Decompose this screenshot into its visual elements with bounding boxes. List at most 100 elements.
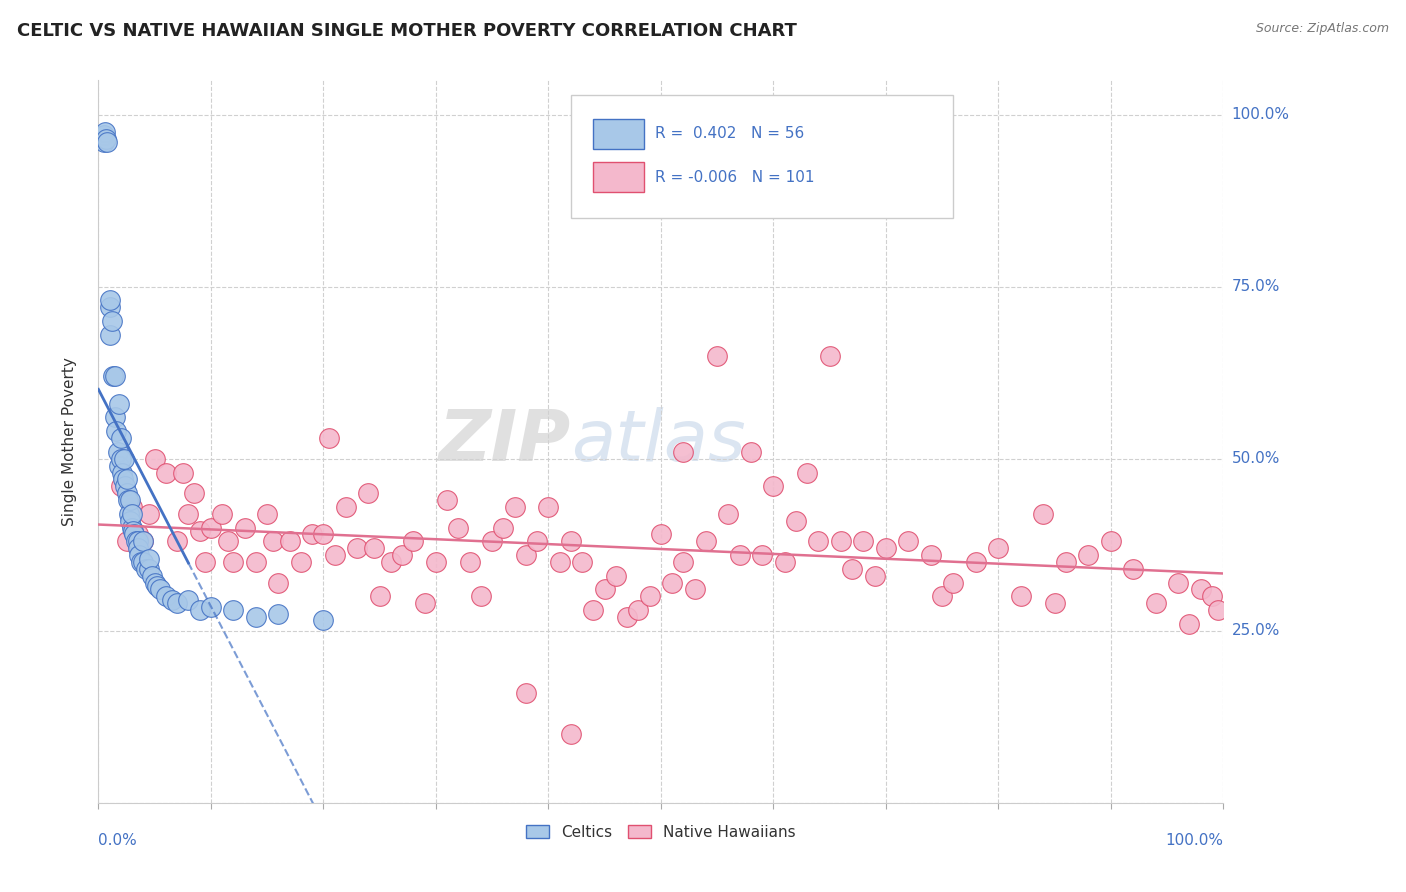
Point [897,534,920,549]
Point [582,603,605,617]
Point [335,500,357,514]
Point [515,548,537,562]
Legend: Celtics, Native Hawaiians: Celtics, Native Hawaiians [520,819,801,846]
Point [1010,590,1032,604]
Bar [593,162,644,193]
Point [129,555,152,569]
Point [172,466,194,480]
Point [481,534,503,549]
Point [1043,596,1066,610]
Text: 100.0%: 100.0% [1166,833,1223,848]
Point [96,132,118,146]
Point [112,472,135,486]
Point [211,507,233,521]
Point [672,445,695,459]
Point [122,524,145,538]
Point [127,527,149,541]
Text: Source: ZipAtlas.com: Source: ZipAtlas.com [1256,22,1389,36]
Point [194,555,217,569]
Point [672,555,695,569]
Point [177,507,200,521]
Point [104,410,127,425]
Point [98,301,121,315]
Point [138,562,160,576]
Point [593,582,616,597]
Point [101,314,124,328]
Point [357,486,380,500]
Point [312,614,335,628]
Point [616,610,638,624]
Point [1099,534,1122,549]
Point [118,514,141,528]
Point [138,507,160,521]
Point [560,727,582,741]
Point [132,555,155,569]
Point [402,534,425,549]
Point [93,128,115,143]
Point [571,555,593,569]
Text: atlas: atlas [571,407,745,476]
Point [965,555,987,569]
Point [526,534,548,549]
Point [124,534,146,549]
Point [380,555,402,569]
Point [101,369,124,384]
Point [762,479,785,493]
Point [605,568,627,582]
Point [1077,548,1099,562]
Point [183,486,205,500]
Point [1144,596,1167,610]
Point [1122,562,1144,576]
Point [121,507,143,521]
Point [143,575,166,590]
Point [128,548,150,562]
Bar [593,119,644,149]
Point [728,548,751,562]
Point [1189,582,1212,597]
Point [118,507,141,521]
Point [115,486,138,500]
Point [1054,555,1077,569]
Point [94,125,117,139]
Point [785,514,807,528]
Point [290,555,312,569]
Point [166,596,188,610]
Point [115,534,138,549]
Point [93,135,115,149]
Point [773,555,796,569]
Point [278,534,301,549]
Point [492,520,515,534]
Point [661,575,683,590]
Text: ZIP: ZIP [439,407,571,476]
Point [110,479,132,493]
Point [368,590,391,604]
Point [114,479,136,493]
Point [638,590,661,604]
Point [447,520,470,534]
Point [107,445,129,459]
Point [222,603,245,617]
Point [1178,616,1201,631]
Point [740,445,762,459]
Point [96,135,118,149]
Point [110,451,132,466]
Point [830,534,852,549]
Point [107,458,129,473]
Point [160,592,183,607]
Point [245,610,267,624]
Point [127,534,149,549]
Point [537,500,560,514]
Text: 0.0%: 0.0% [98,833,138,848]
Point [931,590,953,604]
Point [470,590,492,604]
Point [1206,603,1229,617]
Point [188,603,211,617]
Point [141,568,163,582]
Point [920,548,942,562]
Point [118,493,141,508]
Point [650,527,672,541]
Point [796,466,818,480]
Point [818,349,841,363]
Point [256,507,278,521]
Point [115,472,138,486]
